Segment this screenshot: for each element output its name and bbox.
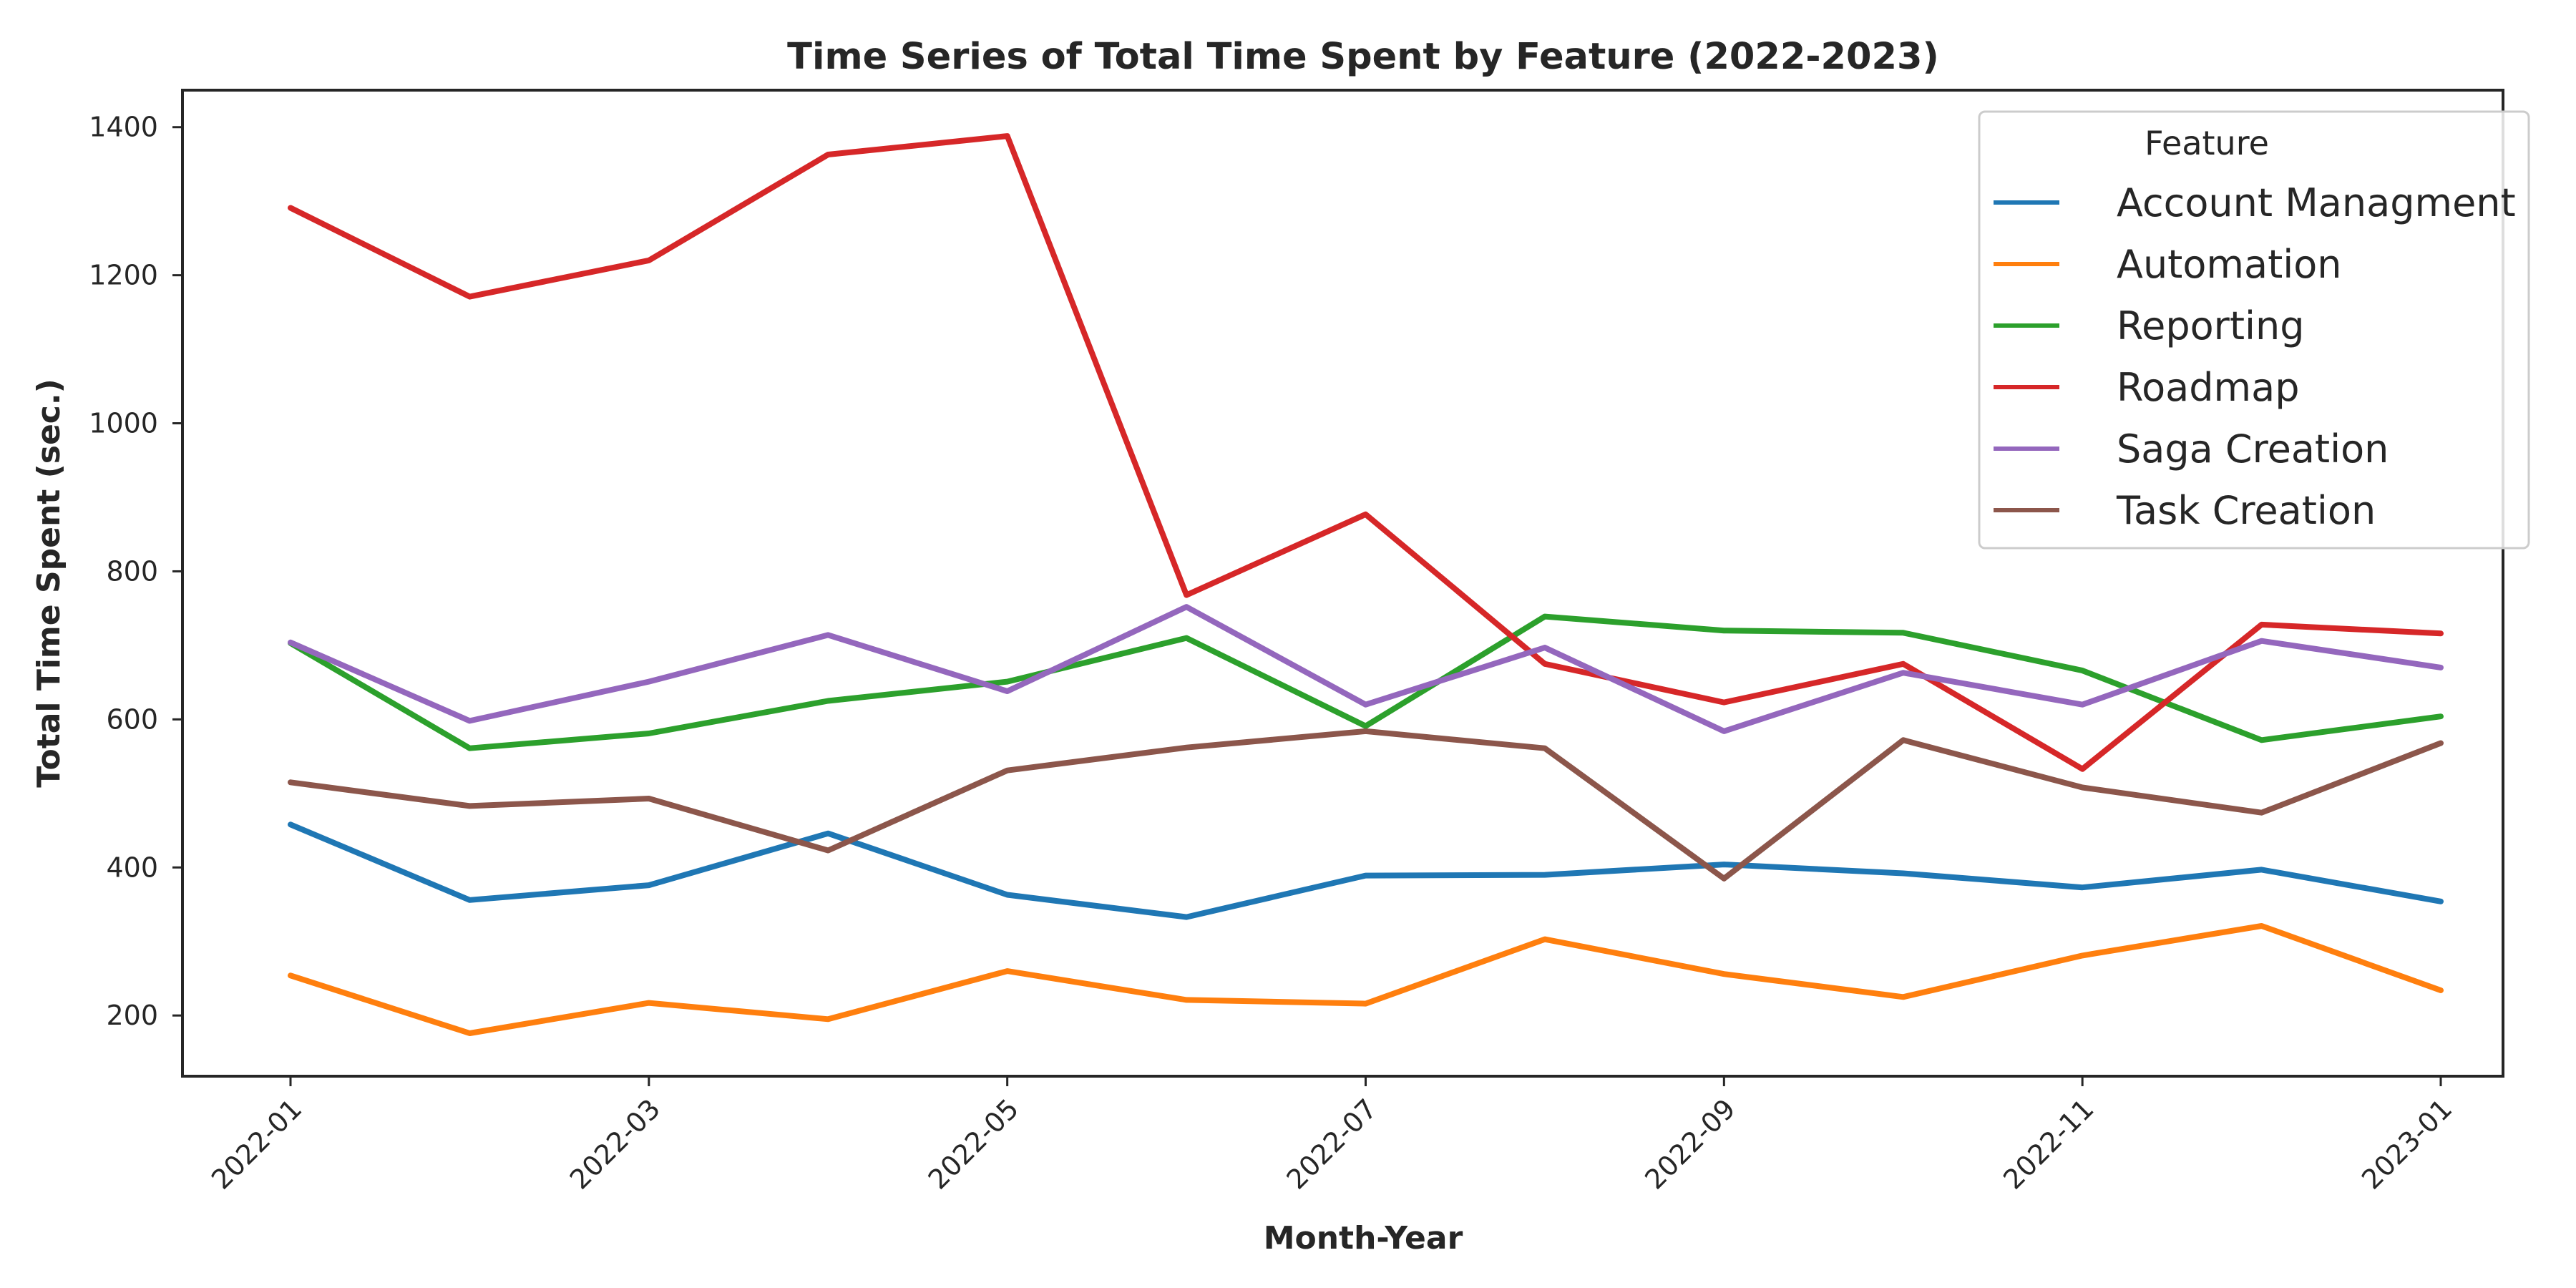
legend-title: Feature — [2145, 124, 2269, 162]
y-tick-label: 600 — [106, 703, 158, 735]
y-tick-label: 400 — [106, 852, 158, 883]
legend-items: Account Managment Automation Reporting Road… — [1994, 180, 2516, 533]
legend-item-label: Automation — [2117, 242, 2342, 287]
y-tick-label: 1000 — [89, 408, 158, 439]
series-line-5 — [288, 728, 2444, 882]
plot-area — [288, 133, 2444, 1036]
legend-item-label: Reporting — [2117, 303, 2305, 348]
chart-title: Time Series of Total Time Spent by Featu… — [787, 36, 1939, 78]
series-line-3 — [288, 133, 2444, 772]
y-tick-label: 1400 — [89, 112, 158, 143]
y-axis: 200 400 600 800 1000 1200 1400 — [89, 112, 182, 1031]
series-line-2 — [288, 613, 2444, 751]
series-line-4 — [288, 604, 2444, 734]
legend-item-label: Saga Creation — [2117, 426, 2389, 472]
series-line-1 — [288, 923, 2444, 1036]
legend: Feature Account Managment Automation Repor… — [1978, 110, 2530, 550]
y-tick-label: 1200 — [89, 260, 158, 291]
y-tick-label: 200 — [106, 1000, 158, 1031]
x-axis-title: Month-Year — [1264, 1220, 1463, 1257]
legend-box — [1978, 110, 2530, 550]
legend-item-label: Task Creation — [2116, 488, 2376, 533]
plot-frame — [181, 89, 2504, 1078]
series-line-0 — [288, 821, 2444, 920]
y-axis-title: Total Time Spent (sec.) — [31, 379, 67, 787]
y-tick-label: 800 — [106, 555, 158, 587]
legend-item-label: Roadmap — [2117, 365, 2299, 410]
legend-item-label: Account Managment — [2117, 180, 2516, 225]
